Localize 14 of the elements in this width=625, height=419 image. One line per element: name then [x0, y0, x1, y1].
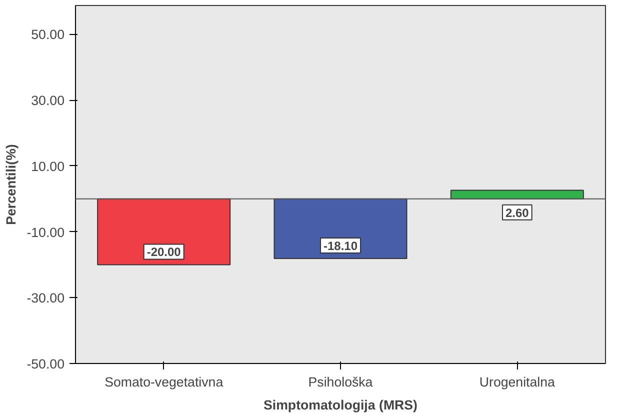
data-label: -20.00	[146, 245, 182, 260]
x-tick-label: Psihološka	[308, 374, 374, 390]
y-tick-label: -30.00	[26, 290, 65, 306]
y-tick-label: -10.00	[26, 224, 65, 240]
data-label: 2.60	[505, 206, 530, 220]
y-tick-label: 30.00	[31, 93, 65, 108]
y-tick-label: 50.00	[31, 27, 65, 42]
x-tick-label: Urogenitalna	[479, 374, 556, 390]
data-label: -18.10	[323, 238, 358, 253]
y-tick-label: -50.00	[26, 356, 65, 372]
x-axis-title: Simptomatologija (MRS)	[263, 398, 418, 412]
x-tick-label: Somato-vegetativna	[104, 374, 224, 390]
y-axis-title: Percentili(%)	[4, 144, 19, 225]
y-tick-label: 10.00	[31, 158, 65, 174]
